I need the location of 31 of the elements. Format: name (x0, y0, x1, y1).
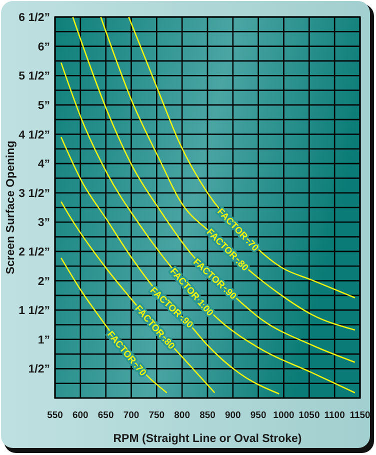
x-tick-label: 1100 (324, 410, 345, 421)
x-tick-label: 650 (98, 410, 114, 421)
x-tick-label: 550 (47, 410, 63, 421)
x-tick-label: 1150 (350, 410, 370, 421)
y-tick-label: 6” (38, 41, 50, 54)
x-tick-label: 1000 (273, 410, 294, 421)
line-series (72, 16, 356, 363)
y-tick-label: 2” (38, 276, 50, 288)
x-tick-label: 750 (148, 410, 165, 421)
x-tick-label: 950 (250, 410, 266, 421)
line-series (60, 136, 280, 395)
x-tick-label: 1050 (298, 410, 320, 421)
y-tick-label: 1/2” (28, 364, 50, 376)
x-tick-label: 800 (174, 410, 190, 421)
y-tick-label: 4” (38, 158, 50, 171)
y-tick-label: 1” (38, 334, 50, 346)
y-tick-label: 5” (38, 100, 50, 112)
x-tick-label: 700 (123, 410, 140, 421)
x-axis-title: RPM (Straight Line or Oval Stroke) (113, 433, 302, 445)
y-tick-label: 6 1/2” (18, 12, 50, 24)
y-tick-label: 3” (38, 217, 50, 230)
y-axis-title: Screen Surface Opening (5, 140, 17, 274)
x-tick-label: 900 (224, 410, 241, 421)
y-tick-label: 1 1/2” (18, 305, 50, 318)
x-tick-label: 600 (72, 410, 88, 421)
line-series (60, 62, 356, 394)
y-tick-label: 3 1/2” (18, 188, 50, 200)
y-tick-label: 2 1/2” (18, 246, 50, 258)
y-tick-label: 4 1/2” (18, 129, 50, 142)
y-tick-label: 5 1/2” (18, 70, 50, 83)
x-tick-label: 850 (200, 410, 216, 421)
